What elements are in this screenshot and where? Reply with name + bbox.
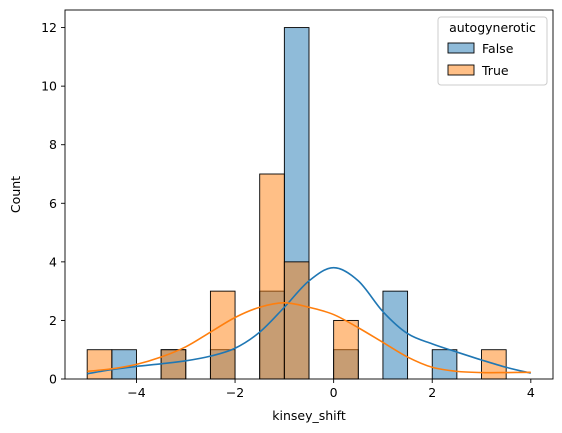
x-axis-ticks: −4 −2 0 2 4 [127,379,535,400]
bar-true-10 [333,319,359,380]
y-tick-label: 6 [49,196,57,211]
kde-lines [87,266,532,375]
y-tick-label: 2 [49,313,57,328]
bar-true-0 [86,349,113,380]
y-tick-label: 0 [49,372,57,387]
x-tick-label: −2 [226,385,244,400]
bar-true-8 [283,261,310,380]
legend-label-true: True [481,63,509,78]
x-tick-label: −4 [127,385,145,400]
bar-false-1 [111,349,137,380]
x-tick-label: 0 [330,385,338,400]
kde-line-false [87,266,532,375]
x-axis-label: kinsey_shift [272,408,346,423]
bar-true-5 [209,290,236,380]
legend: autogynerotic False True [437,16,548,86]
y-tick-label: 12 [41,20,57,35]
kde-line-true [87,302,531,374]
plot-frame [64,9,554,380]
y-tick-label: 4 [49,254,57,269]
legend-swatch-true [447,64,475,76]
y-axis-label: Count [8,176,23,213]
x-tick-label: 4 [527,385,535,400]
x-tick-label: 2 [428,385,436,400]
y-axis-ticks: 0 2 4 6 8 10 12 [41,20,65,387]
bar-false-12 [382,290,409,380]
bar-true-3 [160,349,187,380]
bar-false-14 [431,349,458,380]
y-tick-label: 10 [41,79,57,94]
legend-title: autogynerotic [449,20,536,35]
legend-label-false: False [482,41,514,56]
legend-swatch-false [447,42,475,54]
y-tick-label: 8 [49,137,57,152]
bar-true-7 [259,173,285,380]
